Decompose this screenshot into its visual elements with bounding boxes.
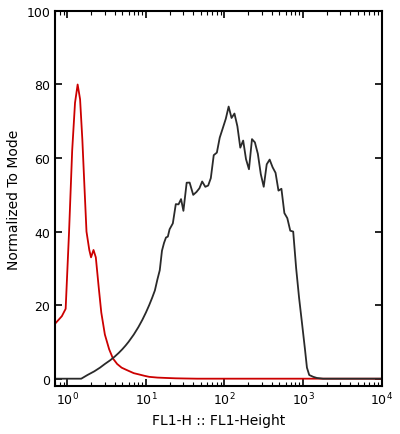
Y-axis label: Normalized To Mode: Normalized To Mode bbox=[7, 129, 21, 269]
X-axis label: FL1-H :: FL1-Height: FL1-H :: FL1-Height bbox=[152, 413, 285, 427]
